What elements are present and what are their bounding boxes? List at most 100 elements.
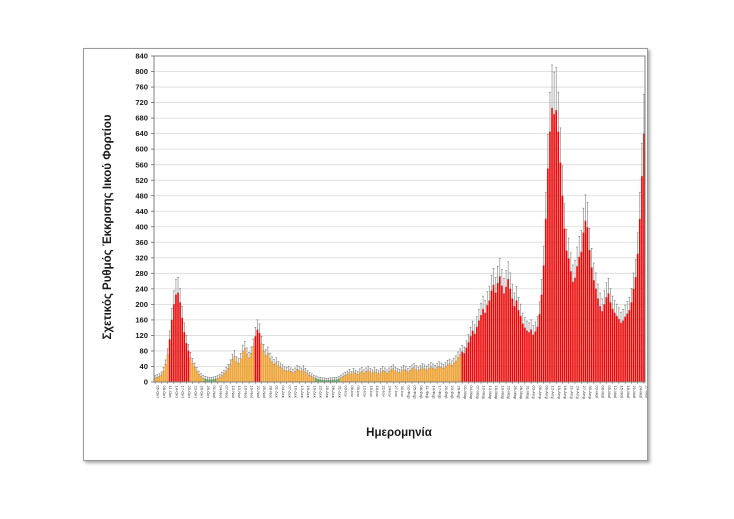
svg-text:19-Μαρ: 19-Μαρ	[500, 386, 505, 400]
svg-text:27-Μαΐ: 27-Μαΐ	[645, 386, 647, 399]
svg-text:21-Ιαν: 21-Ιαν	[381, 386, 386, 397]
svg-text:06-Μαΐ: 06-Μαΐ	[601, 386, 606, 399]
svg-text:02-Φεβ: 02-Φεβ	[406, 386, 411, 400]
svg-text:18-Ιαν: 18-Ιαν	[375, 386, 380, 397]
svg-text:14-Οκτ: 14-Οκτ	[174, 386, 179, 399]
svg-text:01-Δεκ: 01-Δεκ	[275, 386, 280, 398]
svg-text:03-Μαΐ: 03-Μαΐ	[594, 386, 599, 399]
svg-text:24-Μαΐ: 24-Μαΐ	[638, 386, 643, 399]
svg-text:15-Απρ: 15-Απρ	[557, 386, 562, 400]
svg-text:760: 760	[135, 83, 148, 92]
svg-text:28-Μαρ: 28-Μαρ	[519, 386, 524, 400]
svg-text:07-Δεκ: 07-Δεκ	[287, 386, 292, 398]
svg-text:07-Μαρ: 07-Μαρ	[475, 386, 480, 400]
bars-group	[154, 107, 645, 383]
svg-text:16-Νοέ: 16-Νοέ	[243, 386, 248, 399]
svg-text:0: 0	[144, 378, 148, 387]
svg-text:10-Δεκ: 10-Δεκ	[294, 386, 299, 398]
svg-text:600: 600	[135, 145, 148, 154]
svg-text:07-Νοέ: 07-Νοέ	[225, 386, 230, 399]
svg-text:800: 800	[135, 67, 148, 76]
svg-text:06-Απρ: 06-Απρ	[538, 386, 543, 400]
svg-text:03-Ιαν: 03-Ιαν	[344, 386, 349, 397]
svg-text:20-Οκτ: 20-Οκτ	[187, 386, 192, 399]
svg-text:27-Απρ: 27-Απρ	[582, 386, 587, 400]
svg-text:01-Νοέ: 01-Νοέ	[212, 386, 217, 399]
svg-text:09-Απρ: 09-Απρ	[544, 386, 549, 400]
svg-text:05-Φεβ: 05-Φεβ	[413, 386, 418, 400]
svg-text:360: 360	[135, 238, 148, 247]
chart-frame: Σχετικός Ρυθμός Έκκρισης Ιικού Φορτίου 0…	[83, 48, 648, 461]
svg-text:29-Οκτ: 29-Οκτ	[206, 386, 211, 399]
svg-text:280: 280	[135, 269, 148, 278]
svg-text:30-Ιαν: 30-Ιαν	[400, 386, 405, 397]
svg-text:22-Μαρ: 22-Μαρ	[507, 386, 512, 400]
svg-text:31-Μαρ: 31-Μαρ	[525, 386, 530, 400]
svg-text:17-Φεβ: 17-Φεβ	[438, 386, 443, 400]
svg-text:24-Ιαν: 24-Ιαν	[388, 386, 393, 397]
svg-text:24-Απρ: 24-Απρ	[576, 386, 581, 400]
svg-text:09-Ιαν: 09-Ιαν	[356, 386, 361, 397]
svg-text:400: 400	[135, 222, 148, 231]
svg-text:15-Μαΐ: 15-Μαΐ	[619, 386, 624, 399]
svg-text:640: 640	[135, 129, 148, 138]
svg-text:16-Δεκ: 16-Δεκ	[306, 386, 311, 398]
x-axis-title: Ημερομηνία	[366, 427, 432, 439]
svg-text:80: 80	[140, 347, 148, 356]
svg-text:25-Δεκ: 25-Δεκ	[325, 386, 330, 398]
gridlines-group	[154, 55, 645, 367]
svg-text:200: 200	[135, 300, 148, 309]
svg-text:21-Απρ: 21-Απρ	[569, 386, 574, 400]
svg-text:22-Νοέ: 22-Νοέ	[256, 386, 261, 399]
svg-text:25-Μαρ: 25-Μαρ	[513, 386, 518, 400]
svg-text:560: 560	[135, 160, 148, 169]
svg-text:160: 160	[135, 316, 148, 325]
svg-text:03-Απρ: 03-Απρ	[532, 386, 537, 400]
svg-text:12-Απρ: 12-Απρ	[551, 386, 556, 400]
svg-text:840: 840	[135, 52, 148, 61]
svg-text:20-Φεβ: 20-Φεβ	[444, 386, 449, 400]
svg-text:09-Μαΐ: 09-Μαΐ	[607, 386, 612, 399]
svg-text:25-Νοέ: 25-Νοέ	[262, 386, 267, 399]
svg-text:11-Φεβ: 11-Φεβ	[425, 386, 430, 399]
svg-text:720: 720	[135, 98, 148, 107]
svg-text:520: 520	[135, 176, 148, 185]
svg-text:240: 240	[135, 284, 148, 293]
svg-text:28-Δεκ: 28-Δεκ	[331, 386, 336, 398]
y-axis-ticks: 0 40 80 120 160 200 240 280 320 360 400 440 480 520 56…	[135, 52, 154, 387]
svg-text:23-Οκτ: 23-Οκτ	[193, 386, 198, 399]
svg-text:10-Νοέ: 10-Νοέ	[231, 386, 236, 399]
svg-text:12-Ιαν: 12-Ιαν	[362, 386, 367, 397]
svg-text:19-Νοέ: 19-Νοέ	[250, 386, 255, 399]
svg-text:27-Ιαν: 27-Ιαν	[394, 386, 399, 397]
svg-text:23-Φεβ: 23-Φεβ	[450, 386, 455, 400]
svg-text:13-Μαρ: 13-Μαρ	[488, 386, 493, 400]
svg-text:15-Ιαν: 15-Ιαν	[369, 386, 374, 397]
svg-text:18-Μαΐ: 18-Μαΐ	[626, 386, 631, 399]
svg-text:31-Δεκ: 31-Δεκ	[337, 386, 342, 398]
svg-text:680: 680	[135, 114, 148, 123]
svg-text:13-Νοέ: 13-Νοέ	[237, 386, 242, 399]
svg-text:13-Δεκ: 13-Δεκ	[300, 386, 305, 398]
svg-text:17-Οκτ: 17-Οκτ	[181, 386, 186, 399]
svg-text:22-Δεκ: 22-Δεκ	[319, 386, 324, 398]
svg-text:18-Απρ: 18-Απρ	[563, 386, 568, 400]
svg-text:26-Φεβ: 26-Φεβ	[457, 386, 462, 400]
svg-text:14-Φεβ: 14-Φεβ	[431, 386, 436, 400]
svg-text:04-Νοέ: 04-Νοέ	[218, 386, 223, 399]
svg-text:28-Νοέ: 28-Νοέ	[268, 386, 273, 399]
svg-text:480: 480	[135, 191, 148, 200]
svg-text:19-Δεκ: 19-Δεκ	[312, 386, 317, 398]
svg-text:08-Φεβ: 08-Φεβ	[419, 386, 424, 400]
svg-text:440: 440	[135, 207, 148, 216]
x-axis-ticks: 05-Οκτ 08-Οκτ 11-Οκτ 14-Οκτ 17-Οκτ 20-Οκτ 23-Ο…	[154, 382, 647, 400]
bar-chart-canvas: 0 40 80 120 160 200 240 280 320 360 400 440 480 520 56…	[135, 52, 647, 400]
svg-text:30-Απρ: 30-Απρ	[588, 386, 593, 400]
svg-text:16-Μαρ: 16-Μαρ	[494, 386, 499, 400]
svg-text:04-Μαρ: 04-Μαρ	[469, 386, 474, 400]
svg-text:10-Μαρ: 10-Μαρ	[482, 386, 487, 400]
svg-text:06-Ιαν: 06-Ιαν	[350, 386, 355, 397]
svg-text:21-Μαΐ: 21-Μαΐ	[632, 386, 637, 399]
svg-text:320: 320	[135, 253, 148, 262]
svg-text:05-Οκτ: 05-Οκτ	[156, 386, 161, 399]
